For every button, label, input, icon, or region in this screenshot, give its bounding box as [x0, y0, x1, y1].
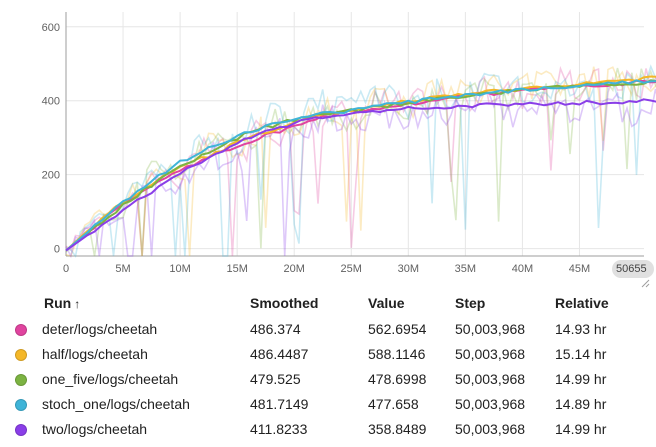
run-column-header[interactable]: Run ↑ [42, 290, 250, 316]
color-cell [0, 391, 42, 416]
step-value: 50,003,968 [455, 320, 526, 337]
run-name: deter/logs/cheetah [42, 320, 158, 337]
color-column-header [0, 290, 42, 316]
smoothed-value: 479.525 [250, 370, 301, 387]
x-tick-label: 15M [226, 263, 247, 275]
x-tick-label: 40M [512, 263, 533, 275]
y-tick-label: 600 [42, 22, 60, 34]
run-name: stoch_one/logs/cheetah [42, 395, 190, 412]
step-value: 50,003,968 [455, 370, 526, 387]
raw-series-line [65, 66, 656, 257]
y-tick-label: 0 [54, 244, 60, 256]
x-tick-label: 5M [115, 263, 130, 275]
x-tick-label: 0 [63, 263, 69, 275]
sort-arrow-icon: ↑ [74, 297, 81, 311]
smoothed-value: 481.7149 [250, 395, 309, 412]
raw-value: 562.6954 [368, 320, 427, 337]
smoothed-value: 486.374 [250, 320, 301, 337]
step-value: 50,003,968 [455, 420, 526, 437]
run-color-dot [15, 423, 27, 436]
smoothed-series-line [65, 79, 656, 252]
table-row: two/logs/cheetah 411.8233 358.8489 50,00… [0, 416, 656, 441]
chart-area[interactable]: 0 5M 10M 15M 20M 25M 30M 35M 40M 45M 0 200 400 600 50… [0, 0, 656, 290]
run-name: one_five/logs/cheetah [42, 370, 179, 387]
table-row: half/logs/cheetah 486.4487 588.1146 50,0… [0, 341, 656, 366]
x-tick-label: 35M [455, 263, 476, 275]
color-cell [0, 316, 42, 341]
runs-table: Run ↑ Smoothed Value Step Relative deter/… [0, 290, 656, 441]
smoothed-column-header[interactable]: Smoothed [250, 295, 319, 311]
step-value: 50,003,968 [455, 395, 526, 412]
smoothed-value: 411.8233 [250, 420, 308, 437]
raw-value: 588.1146 [368, 345, 426, 362]
relative-time: 15.14 hr [555, 345, 607, 362]
smoothed-series-line [65, 98, 656, 252]
y-tick-label: 200 [42, 170, 60, 182]
run-name: two/logs/cheetah [42, 420, 148, 437]
raw-value: 358.8489 [368, 420, 427, 437]
x-tick-label: 20M [284, 263, 305, 275]
y-tick-label: 400 [42, 96, 60, 108]
relative-time: 14.99 hr [555, 370, 607, 387]
raw-value: 477.658 [368, 395, 419, 412]
raw-value: 478.6998 [368, 370, 427, 387]
table-header-row: Run ↑ Smoothed Value Step Relative [0, 290, 656, 316]
table-row: one_five/logs/cheetah 479.525 478.6998 5… [0, 366, 656, 391]
run-header-label: Run [44, 295, 72, 311]
raw-series-line [65, 64, 656, 258]
run-color-dot [15, 348, 27, 361]
run-color-dot [15, 323, 27, 336]
line-chart[interactable]: 0 5M 10M 15M 20M 25M 30M 35M 40M 45M 0 200 400 600 [0, 0, 656, 290]
step-column-header[interactable]: Step [455, 295, 486, 311]
x-tick-label: 25M [341, 263, 362, 275]
color-cell [0, 341, 42, 366]
x-tick-label: 45M [569, 263, 590, 275]
relative-time: 14.93 hr [555, 320, 607, 337]
x-tick-label: 30M [398, 263, 419, 275]
relative-time: 14.89 hr [555, 395, 607, 412]
raw-series-line [65, 67, 656, 257]
run-color-dot [15, 373, 27, 386]
step-value: 50,003,968 [455, 345, 526, 362]
relative-column-header[interactable]: Relative [555, 295, 609, 311]
step-badge: 50655 [612, 260, 654, 278]
resize-handle-icon[interactable] [641, 279, 650, 288]
run-name: half/logs/cheetah [42, 345, 148, 362]
color-cell [0, 416, 42, 441]
run-color-dot [15, 398, 27, 411]
smoothed-value: 486.4487 [250, 345, 309, 362]
raw-series-line [65, 65, 656, 257]
relative-time: 14.99 hr [555, 420, 607, 437]
color-cell [0, 366, 42, 391]
table-row: deter/logs/cheetah 486.374 562.6954 50,0… [0, 316, 656, 341]
table-row: stoch_one/logs/cheetah 481.7149 477.658 … [0, 391, 656, 416]
x-tick-label: 10M [169, 263, 190, 275]
value-column-header[interactable]: Value [368, 295, 405, 311]
raw-series-line [65, 88, 656, 259]
